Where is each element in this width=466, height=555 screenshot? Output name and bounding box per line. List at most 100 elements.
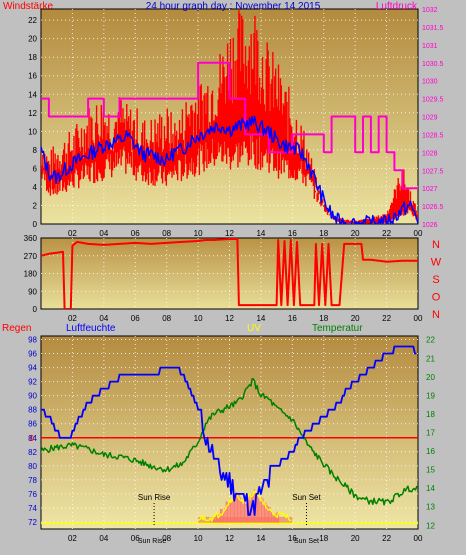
x-tick-label: 20 — [351, 534, 360, 543]
x-tick-label: 22 — [382, 314, 391, 323]
wind-axis-title: Windstärke — [3, 1, 53, 12]
sunrise-label: Sun Rise — [138, 493, 171, 502]
x-tick-label: 06 — [131, 314, 140, 323]
pressure-y-tick-label: 1027.5 — [422, 168, 444, 175]
pressure-y-tick-label: 1027 — [422, 186, 438, 193]
x-tick-label: 08 — [162, 314, 171, 323]
temperature-y-tick-label: 17 — [426, 429, 435, 438]
humidity-y-tick-label: 94 — [28, 364, 37, 373]
pressure-y-tick-label: 1031 — [422, 43, 438, 50]
wind-y-tick-label: 20 — [28, 35, 37, 44]
humidity-y-tick-label: 90 — [28, 392, 37, 401]
pressure-axis-title: Luftdruck — [376, 1, 418, 12]
humidity-y-tick-label: 92 — [28, 378, 37, 387]
x-tick-label: 18 — [319, 534, 328, 543]
temperature-y-tick-label: 20 — [426, 373, 435, 382]
humidity-y-tick-label: 82 — [28, 448, 37, 457]
humidity-y-tick-label: 84 — [28, 434, 37, 443]
humidity-y-tick-label: 86 — [28, 420, 37, 429]
x-tick-label: 20 — [351, 229, 360, 238]
temperature-header: Temperatur — [312, 323, 363, 334]
direction-y-tick-label: 360 — [24, 234, 38, 243]
humidity-y-tick-label: 80 — [28, 462, 37, 471]
x-tick-label: 04 — [99, 314, 108, 323]
x-tick-label: 00 — [414, 229, 423, 238]
wind-y-tick-label: 8 — [33, 146, 38, 155]
pressure-y-tick-label: 1028.5 — [422, 132, 444, 139]
x-tick-label: 06 — [131, 229, 140, 238]
x-tick-label: 12 — [225, 314, 234, 323]
humidity-y-tick-label: 72 — [28, 518, 37, 527]
uv-base-band — [198, 516, 293, 524]
temperature-y-tick-label: 16 — [426, 447, 435, 456]
temperature-y-tick-label: 15 — [426, 466, 435, 475]
pressure-y-tick-label: 1031.5 — [422, 25, 444, 32]
x-tick-label: 04 — [99, 229, 108, 238]
wind-y-tick-label: 12 — [28, 109, 37, 118]
pressure-line — [41, 61, 418, 190]
x-tick-label: 10 — [194, 314, 203, 323]
wind-y-tick-label: 16 — [28, 72, 37, 81]
humidity-header: Luftfeuchte — [66, 323, 116, 334]
temperature-y-tick-label: 12 — [426, 521, 435, 530]
wind-y-tick-label: 14 — [28, 90, 37, 99]
x-tick-label: 22 — [382, 229, 391, 238]
chart-title: 24 hour graph day : November 14 2015 — [146, 1, 321, 12]
temperature-y-tick-label: 18 — [426, 410, 435, 419]
wind-y-tick-label: 6 — [33, 164, 38, 173]
pressure-y-tick-label: 1029.5 — [422, 97, 444, 104]
sunset-axis-label: Sun Set — [294, 538, 319, 545]
uv-header: UV — [247, 323, 261, 334]
x-tick-label: 18 — [319, 314, 328, 323]
x-tick-label: 00 — [414, 534, 423, 543]
x-tick-label: 18 — [319, 229, 328, 238]
compass-label: W — [431, 257, 442, 269]
compass-label: N — [432, 309, 440, 321]
x-tick-label: 14 — [256, 229, 265, 238]
wind-average-line — [41, 115, 418, 224]
pressure-y-tick-label: 1028 — [422, 150, 438, 157]
wind-y-tick-label: 2 — [33, 201, 38, 210]
x-tick-label: 14 — [256, 534, 265, 543]
humidity-y-tick-label: 96 — [28, 350, 37, 359]
x-tick-label: 02 — [68, 314, 77, 323]
pressure-y-tick-label: 1026.5 — [422, 204, 444, 211]
temperature-line — [41, 377, 418, 506]
direction-y-tick-label: 0 — [33, 305, 38, 314]
humidity-y-tick-label: 74 — [28, 504, 37, 513]
x-tick-label: 12 — [225, 229, 234, 238]
humidity-y-tick-label: 88 — [28, 406, 37, 415]
wind-y-tick-label: 10 — [28, 127, 37, 136]
temperature-y-tick-label: 22 — [426, 336, 435, 345]
rain-header: Regen — [2, 323, 31, 334]
temperature-y-tick-label: 21 — [426, 354, 435, 363]
x-tick-label: 08 — [162, 534, 171, 543]
pressure-y-tick-label: 1026 — [422, 222, 438, 229]
humidity-y-tick-label: 78 — [28, 476, 37, 485]
x-tick-label: 02 — [68, 229, 77, 238]
rain-zero-label: 0 — [30, 434, 35, 443]
x-tick-label: 16 — [288, 314, 297, 323]
x-tick-label: 06 — [131, 534, 140, 543]
x-tick-label: 22 — [382, 534, 391, 543]
x-tick-label: 02 — [68, 534, 77, 543]
humidity-line — [41, 345, 417, 516]
wind-y-tick-label: 18 — [28, 53, 37, 62]
pressure-y-tick-label: 1030 — [422, 79, 438, 86]
x-tick-label: 10 — [194, 229, 203, 238]
wind-y-tick-label: 0 — [33, 220, 38, 229]
wind-y-tick-label: 22 — [28, 16, 37, 25]
temperature-y-tick-label: 13 — [426, 503, 435, 512]
sunrise-axis-label: Sun Rise — [138, 538, 167, 545]
pressure-y-tick-label: 1029 — [422, 115, 438, 122]
wind-direction-line — [41, 238, 418, 309]
x-tick-label: 20 — [351, 314, 360, 323]
x-tick-label: 04 — [99, 534, 108, 543]
x-tick-label: 10 — [194, 534, 203, 543]
wind-y-tick-label: 4 — [33, 183, 38, 192]
direction-y-tick-label: 90 — [28, 287, 37, 296]
x-tick-label: 12 — [225, 534, 234, 543]
direction-y-tick-label: 180 — [24, 270, 38, 279]
pressure-y-tick-label: 1032 — [422, 7, 438, 14]
